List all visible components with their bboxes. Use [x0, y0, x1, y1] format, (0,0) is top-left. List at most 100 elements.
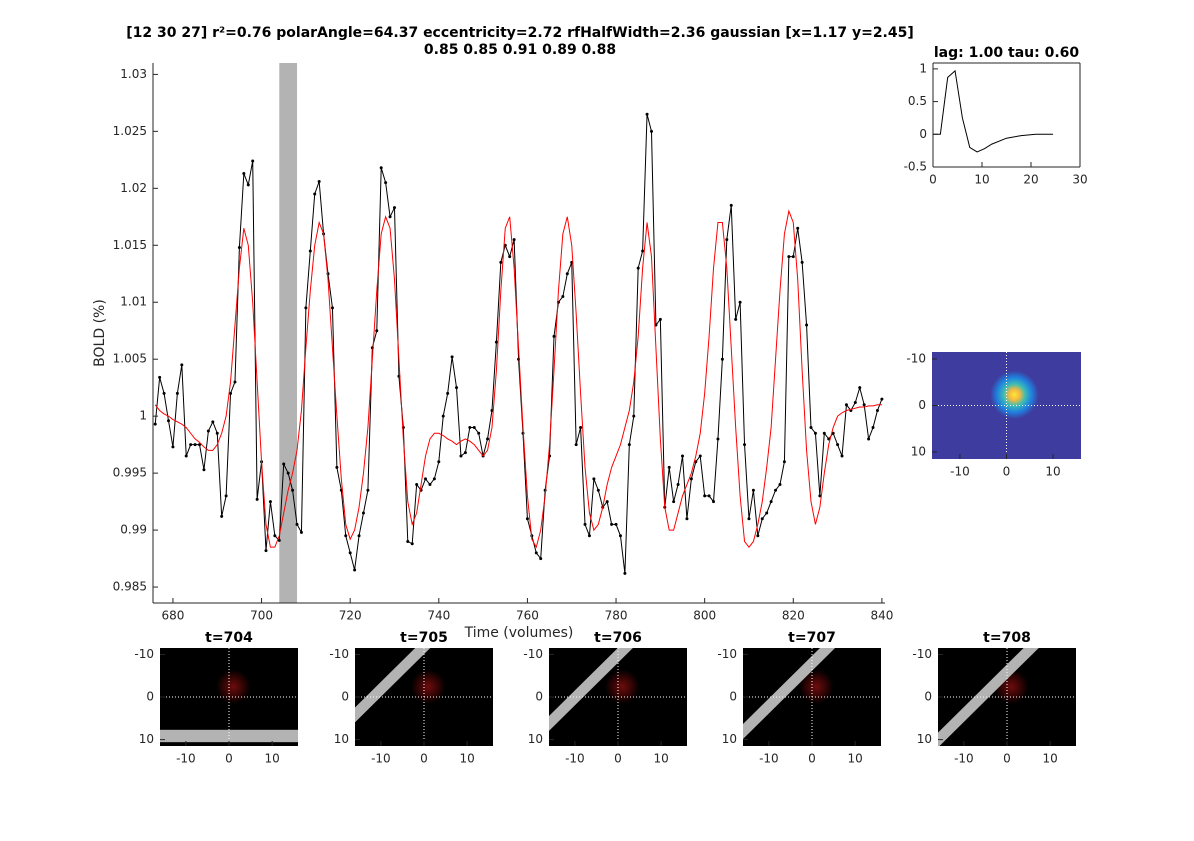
- axes: -10 0 10 -10 0 10: [906, 351, 1081, 479]
- y-tick-label: 10: [722, 732, 737, 746]
- x-tick-label: -10: [565, 752, 585, 766]
- data-point: [561, 295, 565, 299]
- data-point: [229, 391, 233, 395]
- data-point: [171, 445, 175, 449]
- y-tick-label: 0.99: [120, 523, 147, 537]
- data-point: [667, 465, 671, 469]
- data-point: [158, 375, 162, 379]
- axes: -10 0 10 -10 0 10 t=706: [523, 630, 687, 766]
- data-point: [189, 443, 193, 447]
- data-point: [184, 454, 188, 458]
- image: [355, 648, 493, 746]
- data-point: [796, 226, 800, 230]
- y-tick-label: -10: [523, 647, 543, 661]
- data-point: [805, 323, 809, 327]
- data-point: [800, 260, 804, 264]
- x-tick-label: 20: [1023, 173, 1038, 187]
- data-point: [703, 494, 707, 498]
- rf-blob: [216, 669, 251, 705]
- data-point: [273, 534, 277, 538]
- x-tick-label: 820: [782, 609, 805, 623]
- x-tick-label: 10: [459, 752, 474, 766]
- series-line: [933, 69, 1054, 153]
- x-tick-label: 720: [339, 609, 362, 623]
- data-point: [844, 403, 848, 407]
- stimulus-bar: [938, 648, 1039, 746]
- axes: -10 0 10 -10 0 10 t=705: [329, 630, 493, 766]
- data-point: [614, 522, 618, 526]
- data-point: [769, 500, 773, 504]
- image: [932, 352, 1081, 459]
- data-point: [211, 420, 215, 424]
- data-point: [627, 443, 631, 447]
- x-tick-label: 0: [808, 752, 816, 766]
- data-point: [610, 522, 614, 526]
- y-tick-label: 0.995: [113, 466, 147, 480]
- data-point: [167, 419, 171, 423]
- data-point: [827, 437, 831, 441]
- x-tick-label: -10: [371, 752, 391, 766]
- data-point: [406, 539, 410, 543]
- data-point: [233, 380, 237, 384]
- data-point: [206, 429, 210, 433]
- chart-title: lag: 1.00 tau: 0.60: [934, 45, 1080, 61]
- x-tick-label: -10: [954, 752, 974, 766]
- data-point: [388, 215, 392, 219]
- data-point: [751, 488, 755, 492]
- data-point: [778, 483, 782, 487]
- data-point: [774, 488, 778, 492]
- y-tick-label: 1.02: [120, 181, 147, 195]
- x-tick-label: 780: [605, 609, 628, 623]
- y-tick-label: 0: [729, 690, 737, 704]
- data-point: [685, 517, 689, 521]
- data-point: [539, 557, 543, 561]
- x-tick-label: -10: [176, 752, 196, 766]
- data-point: [822, 431, 826, 435]
- data-point: [198, 443, 202, 447]
- y-tick-label: -10: [906, 351, 926, 365]
- x-tick-label: 800: [693, 609, 716, 623]
- x-tick-label: 740: [427, 609, 450, 623]
- data-point: [765, 511, 769, 515]
- x-tick-label: 30: [1072, 173, 1087, 187]
- data-point: [858, 386, 862, 390]
- data-point: [494, 340, 498, 344]
- data-point: [787, 255, 791, 259]
- y-tick-label: 1.015: [113, 238, 147, 252]
- x-tick-label: 0: [614, 752, 622, 766]
- data-point: [432, 477, 436, 481]
- image: [160, 648, 298, 746]
- x-tick-label: 0: [929, 173, 937, 187]
- data-point: [760, 517, 764, 521]
- data-point: [357, 534, 361, 538]
- data-point: [862, 403, 866, 407]
- x-tick-label: 680: [161, 609, 184, 623]
- chart-title: [12 30 27] r²=0.76 polarAngle=64.37 ecce…: [126, 25, 914, 41]
- data-point: [645, 112, 649, 116]
- x-tick-label: 0: [225, 752, 233, 766]
- data-point: [618, 534, 622, 538]
- data-point: [831, 431, 835, 435]
- x-tick-label: 10: [1042, 752, 1057, 766]
- data-point: [441, 414, 445, 418]
- data-point: [871, 426, 875, 430]
- data-point: [313, 192, 317, 196]
- data-point: [676, 483, 680, 487]
- data-point: [437, 460, 441, 464]
- data-point: [508, 255, 512, 259]
- x-tick-label: 0: [1003, 752, 1011, 766]
- data-point: [286, 471, 290, 475]
- chart-title: t=704: [205, 630, 253, 646]
- data-point: [264, 549, 268, 553]
- data-point: [499, 260, 503, 264]
- axes: -10 0 10 -10 0 10 t=708: [912, 630, 1076, 766]
- data-point: [809, 426, 813, 430]
- axes: -10 0 10 -10 0 10 t=707: [717, 630, 881, 766]
- data-point: [366, 488, 370, 492]
- data-point: [392, 206, 396, 210]
- data-point: [446, 391, 450, 395]
- chart-title: t=706: [594, 630, 642, 646]
- y-tick-label: 0: [535, 690, 543, 704]
- data-point: [641, 249, 645, 253]
- data-point: [791, 255, 795, 259]
